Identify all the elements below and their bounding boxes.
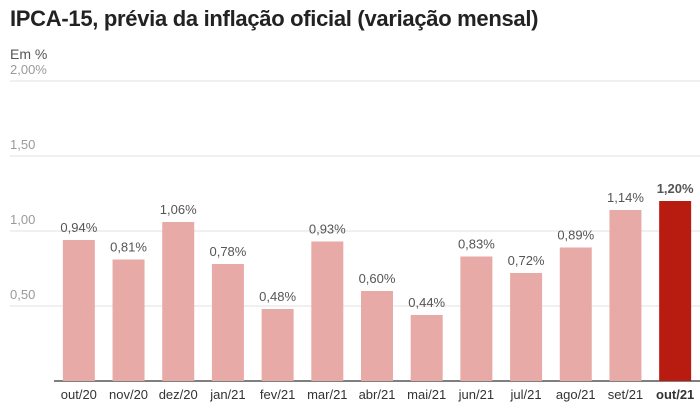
data-label: 0,83% [458,237,495,252]
y-tick-label: 2,00% [10,62,47,77]
data-label: 1,20% [657,181,694,196]
x-tick-label: jul/21 [510,387,542,402]
bar [609,210,642,381]
data-label: 0,93% [309,222,346,237]
bar [410,315,443,381]
x-tick-label: mai/21 [407,387,446,402]
bar [361,291,393,381]
bar [559,247,592,381]
data-label: 1,06% [160,202,197,217]
x-tick-label: out/21 [656,387,694,402]
x-tick-label: out/20 [61,387,97,402]
data-label: 0,60% [359,271,396,286]
data-label: 1,14% [607,190,644,205]
bar [311,241,344,381]
x-tick-label: abr/21 [359,387,396,402]
x-tick-label: jan/21 [209,387,245,402]
bar [62,240,95,381]
bar [211,264,244,381]
bar [261,309,294,381]
x-tick-label: dez/20 [159,387,198,402]
data-label: 0,94% [60,220,97,235]
bar [112,259,145,381]
data-label: 0,89% [557,228,594,243]
y-tick-label: 1,00 [10,212,35,227]
data-label: 0,72% [508,253,545,268]
x-tick-label: fev/21 [260,387,295,402]
bars [62,201,692,381]
x-tick-label: set/21 [608,387,643,402]
data-label: 0,81% [110,240,147,255]
x-tick-label: mar/21 [307,387,347,402]
labels: 0,50 1,00 1,50 2,00% 0,94% out/20 0,81% nov/20 1… [10,62,694,402]
x-tick-label: ago/21 [556,387,596,402]
bar [460,256,493,381]
x-tick-label: jun/21 [458,387,494,402]
y-tick-label: 1,50 [10,137,35,152]
y-tick-label: 0,50 [10,287,35,302]
bar [659,201,692,381]
bar [510,273,543,381]
chart-title: IPCA-15, prévia da inflação oficial (var… [10,6,539,31]
x-tick-label: nov/20 [109,387,148,402]
data-label: 0,48% [259,289,296,304]
data-label: 0,44% [408,295,445,310]
bar [162,222,195,381]
unit-label: Em % [10,46,48,62]
data-label: 0,78% [209,244,246,259]
